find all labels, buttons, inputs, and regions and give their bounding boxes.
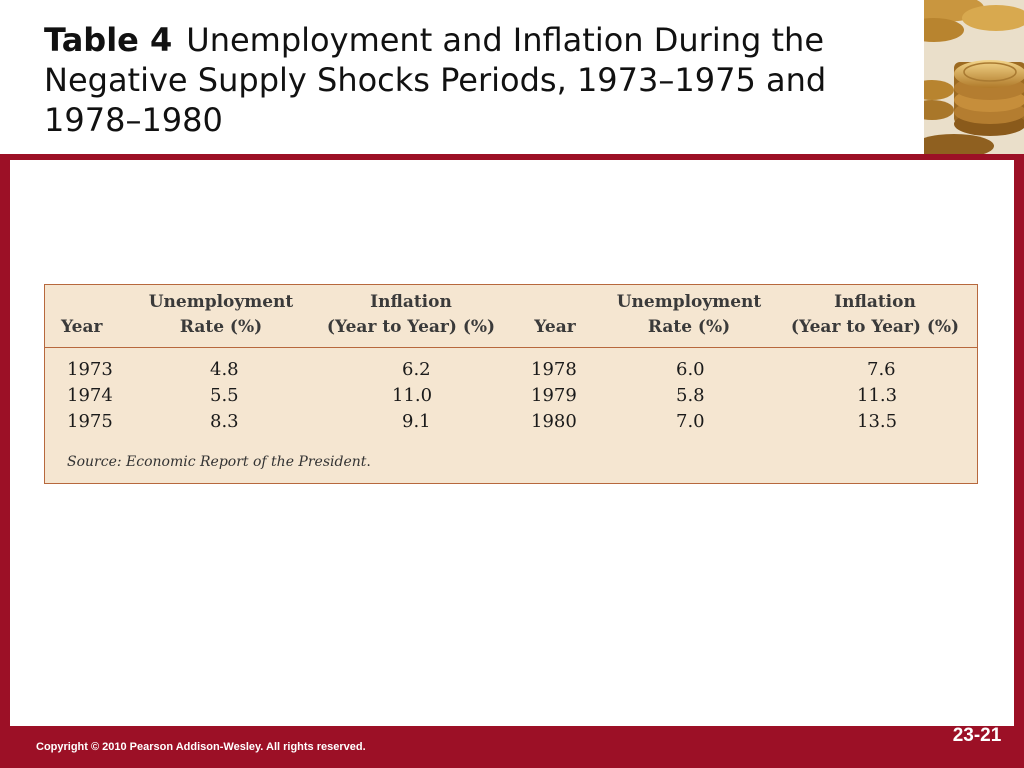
cell-inflation-1974: 11.0 [392,385,433,406]
cell-inflation-1979: 11.3 [857,385,898,406]
title-text: Unemployment and Inflation During the Ne… [44,21,827,139]
slide-title: Table 4 Unemployment and Inflation During… [44,20,904,140]
header-inflation-b-line2: (Year to Year) (%) [790,317,960,337]
data-table: Year Unemployment Rate (%) Inflation (Ye… [44,284,978,484]
header-unemployment-a-line2: Rate (%) [179,317,263,337]
cell-inflation-1980: 13.5 [857,411,898,432]
header-unemployment-b-line2: Rate (%) [647,317,731,337]
cell-unemployment-1980: 7.0 [676,411,705,432]
cell-year-1974: 1974 [67,385,113,406]
copyright-notice: Copyright © 2010 Pearson Addison-Wesley.… [36,741,366,753]
cell-inflation-1973: 6.2 [402,359,431,380]
header-unemployment-b-line1: Unemployment [616,292,762,312]
header-divider [45,347,977,348]
header-unemployment-a-line1: Unemployment [148,292,294,312]
header-inflation-a-line1: Inflation [370,292,452,312]
cell-unemployment-1978: 6.0 [676,359,705,380]
cell-unemployment-1974: 5.5 [210,385,239,406]
coins-image [924,0,1024,154]
source-label: Source: [67,454,122,470]
cell-year-1979: 1979 [531,385,577,406]
header-year-a: Year [61,317,103,337]
cell-unemployment-1979: 5.8 [676,385,705,406]
header-inflation-b-line1: Inflation [834,292,916,312]
cell-year-1975: 1975 [67,411,113,432]
source-title: Economic Report of the President [126,454,367,470]
slide-number: 23-21 [952,725,1002,746]
table-source: Source: Economic Report of the President… [67,454,371,470]
table-number: Table 4 [44,21,173,59]
cell-year-1973: 1973 [67,359,113,380]
cell-inflation-1978: 7.6 [867,359,896,380]
cell-year-1980: 1980 [531,411,577,432]
header-inflation-a-line2: (Year to Year) (%) [326,317,496,337]
cell-unemployment-1975: 8.3 [210,411,239,432]
cell-year-1978: 1978 [531,359,577,380]
cell-unemployment-1973: 4.8 [210,359,239,380]
header-year-b: Year [534,317,576,337]
coins-illustration [924,0,1024,154]
cell-inflation-1975: 9.1 [402,411,431,432]
